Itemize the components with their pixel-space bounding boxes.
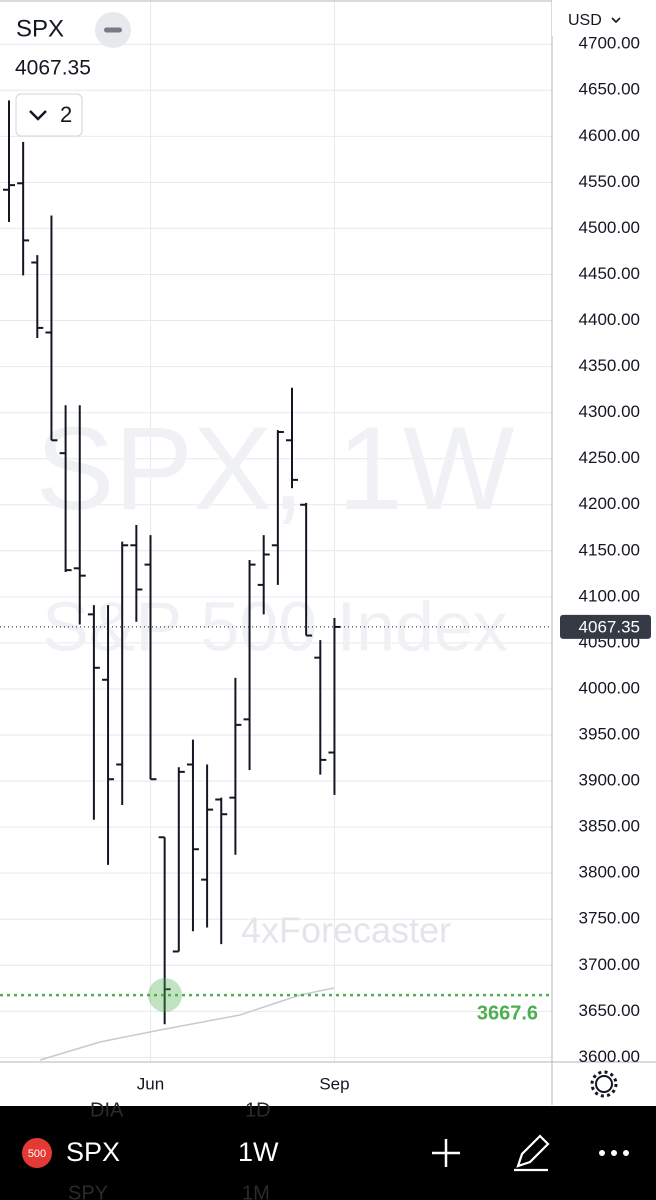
y-tick-label: 4200.00: [579, 494, 640, 513]
axis: 3600.00 3650.00 3700.00 3750.00 3800.00 3850.…: [137, 34, 651, 1093]
toolbar-symbol[interactable]: SPX: [66, 1137, 120, 1167]
collapse-icon: [104, 27, 122, 33]
currency-bg: [552, 0, 656, 36]
y-tick-label: 4600.00: [579, 126, 640, 145]
y-tick-label: 3900.00: [579, 771, 640, 790]
ghost-item: DIA: [90, 1099, 124, 1121]
toggle-caret: [29, 110, 47, 121]
y-tick-label: 4500.00: [579, 218, 640, 237]
more-button[interactable]: [599, 1150, 629, 1156]
y-tick-label: 3600.00: [579, 1047, 640, 1066]
grid: [0, 0, 552, 1062]
y-tick-label: 3800.00: [579, 863, 640, 882]
watermark-title: SPX, 1W: [36, 403, 515, 535]
gear: [595, 1075, 613, 1093]
gear-teeth: [590, 1070, 618, 1098]
last-price-label: 4067.35: [579, 617, 640, 636]
y-tick-label: 4400.00: [579, 310, 640, 329]
watermark-brand: 4xForecaster: [241, 910, 451, 951]
y-tick-label: 4300.00: [579, 402, 640, 421]
toolbar: [0, 1106, 656, 1200]
settings-icon[interactable]: [590, 1070, 618, 1098]
support-label: 3667.6: [477, 1002, 538, 1024]
header-price: 4067.35: [15, 57, 91, 80]
indicator-count: 2: [60, 102, 72, 127]
last-price-box: [560, 614, 651, 639]
y-tick-label: 4250.00: [579, 448, 640, 467]
y-tick-label: 4450.00: [579, 264, 640, 283]
y-tick-label: 4000.00: [579, 678, 640, 697]
y-tick-label: 4650.00: [579, 80, 640, 99]
y-tick-label: 3850.00: [579, 817, 640, 836]
y-tick-label: 3750.00: [579, 909, 640, 928]
moving-average: [39, 987, 335, 1061]
y-tick-label: 3650.00: [579, 1001, 640, 1020]
currency[interactable]: USD: [568, 12, 602, 29]
x-tick-label: Jun: [137, 1074, 164, 1093]
ghost-item: 1M: [242, 1182, 270, 1200]
y-tick-label: 3950.00: [579, 725, 640, 744]
y-tick-label: 3700.00: [579, 955, 640, 974]
currency-caret: [611, 17, 621, 24]
dot: [611, 1150, 617, 1156]
y-tick-label: 4350.00: [579, 356, 640, 375]
dot: [599, 1150, 605, 1156]
badge: [22, 1138, 52, 1168]
ghost-item: SPY: [68, 1182, 108, 1200]
x-tick-label: Sep: [319, 1074, 349, 1093]
add-button[interactable]: [432, 1139, 460, 1167]
y-tick-label: 4150.00: [579, 540, 640, 559]
y-tick-label: 4100.00: [579, 586, 640, 605]
watermark-subtitle: S&P 500 Index: [42, 587, 508, 665]
y-tick-label: 4550.00: [579, 172, 640, 191]
draw-button[interactable]: [514, 1134, 550, 1172]
toolbar-interval[interactable]: 1W: [238, 1137, 279, 1167]
symbol: SPX: [16, 15, 64, 42]
ghost-item: 1D: [245, 1099, 271, 1121]
indicator-toggle[interactable]: [15, 93, 83, 137]
plot: 3667.6: [0, 100, 552, 1024]
y-tick-label: 4700.00: [579, 34, 640, 53]
support-marker: [148, 978, 182, 1013]
badge-text: 500: [28, 1148, 46, 1160]
dot: [623, 1150, 629, 1156]
